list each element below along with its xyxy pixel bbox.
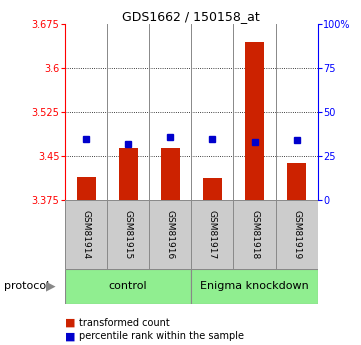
- Text: GSM81917: GSM81917: [208, 210, 217, 259]
- Text: control: control: [109, 282, 147, 291]
- Bar: [65, 269, 191, 304]
- Title: GDS1662 / 150158_at: GDS1662 / 150158_at: [122, 10, 260, 23]
- Bar: [287, 163, 306, 200]
- Text: percentile rank within the sample: percentile rank within the sample: [79, 332, 244, 341]
- Text: ■: ■: [65, 318, 75, 327]
- Text: Enigma knockdown: Enigma knockdown: [200, 282, 309, 291]
- Text: GSM81914: GSM81914: [82, 210, 91, 259]
- Bar: [77, 177, 96, 200]
- Text: ■: ■: [65, 332, 75, 341]
- Text: GSM81919: GSM81919: [292, 210, 301, 259]
- Text: GSM81915: GSM81915: [124, 210, 132, 259]
- Bar: [203, 178, 222, 200]
- Text: GSM81918: GSM81918: [250, 210, 259, 259]
- Text: ▶: ▶: [46, 280, 55, 293]
- Bar: [191, 269, 318, 304]
- Bar: [245, 42, 264, 200]
- Bar: [161, 148, 180, 200]
- Text: GSM81916: GSM81916: [166, 210, 175, 259]
- Text: transformed count: transformed count: [79, 318, 170, 327]
- Text: protocol: protocol: [4, 282, 49, 291]
- Bar: [119, 148, 138, 200]
